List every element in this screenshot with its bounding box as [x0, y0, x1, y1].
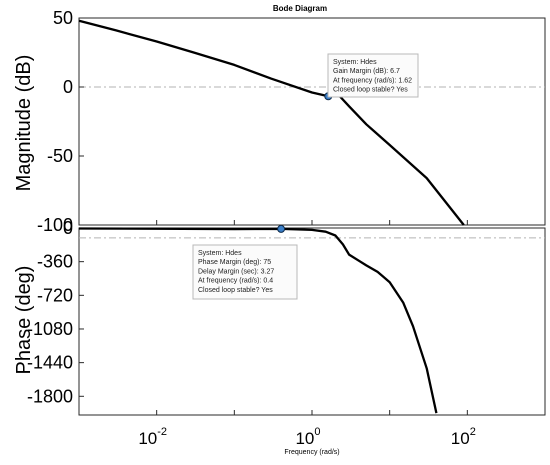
- y-tick-label: 0: [63, 218, 73, 238]
- gain-margin-datatip[interactable]: System: Hdes Gain Margin (dB): 6.7 At freq…: [327, 53, 419, 98]
- y-tick-label: -1800: [27, 386, 73, 406]
- y-tick-label: -720: [37, 285, 73, 305]
- datatip-line: Closed loop stable? Yes: [198, 287, 273, 294]
- y-tick-label: 0: [63, 77, 73, 97]
- phase-margin-datatip[interactable]: System: Hdes Phase Margin (deg): 75 Delay …: [192, 244, 298, 300]
- magnitude-axes: [78, 17, 546, 226]
- datatip-line: At frequency (rad/s): 0.4: [198, 278, 273, 285]
- phase-series-line: [78, 227, 438, 414]
- y-tick-label: -100: [37, 215, 73, 235]
- datatip-text: System: Hdes Phase Margin (deg): 75 Delay …: [198, 250, 274, 294]
- datatip-box: [192, 244, 298, 300]
- datatip-line: Gain Margin (dB): 6.7: [333, 68, 400, 75]
- datatip-line: System: Hdes: [333, 59, 377, 66]
- x-tick-label: 10-2: [138, 426, 167, 448]
- datatip-line: System: Hdes: [198, 250, 242, 257]
- phase-axis-label: Phase (deg): [13, 266, 35, 375]
- y-tick-label: -1440: [27, 353, 73, 373]
- y-tick-label: 50: [53, 8, 73, 28]
- x-axis-label: Frequency (rad/s): [284, 449, 339, 456]
- x-tick-label: 102: [451, 426, 476, 448]
- y-tick-label: -1080: [27, 319, 73, 339]
- datatip-line: Closed loop stable? Yes: [333, 87, 408, 94]
- datatip-box: [327, 53, 419, 98]
- x-ticks: 10-2 100 102: [78, 220, 546, 448]
- datatip-line: Delay Margin (sec): 3.27: [198, 268, 274, 275]
- magnitude-axis-label: Magnitude (dB): [13, 55, 35, 192]
- phase-axes: [78, 227, 546, 416]
- datatip-line: At frequency (rad/s): 1.62: [333, 77, 412, 84]
- chart-title: Bode Diagram: [273, 4, 327, 13]
- magnitude-y-ticks: 50 0 -50 -100: [37, 8, 84, 235]
- phase-y-ticks: 0 -360 -720 -1080 -1440 -1800: [27, 218, 84, 406]
- datatip-line: Phase Margin (deg): 75: [198, 259, 271, 266]
- y-tick-label: -50: [47, 146, 73, 166]
- y-tick-label: -360: [37, 252, 73, 272]
- datatip-text: System: Hdes Gain Margin (dB): 6.7 At freq…: [333, 59, 412, 94]
- x-tick-label: 100: [295, 426, 320, 448]
- phase-margin-marker[interactable]: [277, 224, 286, 233]
- magnitude-series-line: [78, 19, 465, 226]
